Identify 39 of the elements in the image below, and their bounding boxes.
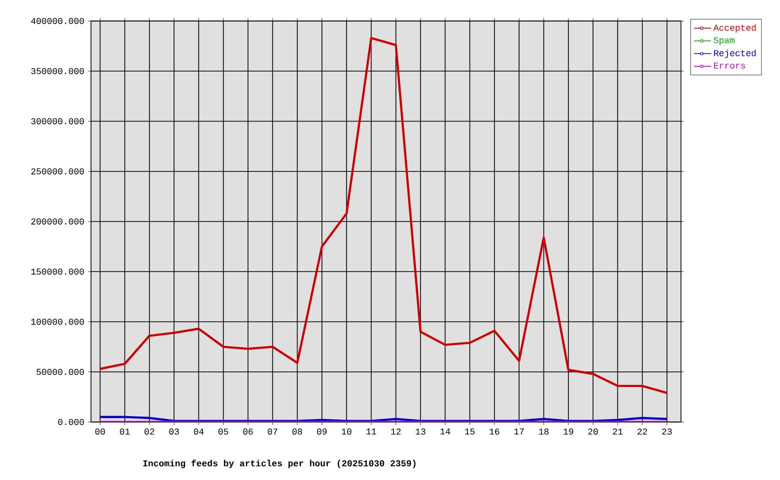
x-tick-label: 04 <box>194 428 204 435</box>
x-tick-label: 02 <box>144 428 154 435</box>
x-tick-label: 10 <box>342 428 352 435</box>
x-tick-label: 01 <box>120 428 130 435</box>
legend-label: Rejected <box>714 50 756 58</box>
x-tick-label: 05 <box>218 428 228 435</box>
text: Incoming feeds by articles per hour (20251030 2359) <box>143 460 416 468</box>
line-series <box>99 36 668 394</box>
x-tick-label: 11 <box>366 428 376 434</box>
y-tick-label: 150000.000 <box>31 268 84 275</box>
x-tick-label: 07 <box>268 428 278 435</box>
y-tick-label: 350000.000 <box>31 68 84 74</box>
y-tick-label: 0.000 <box>58 418 84 426</box>
x-tick-label: 21 <box>612 428 623 435</box>
legend-label: Accepted <box>713 24 756 33</box>
legend-label: Errors <box>714 62 745 69</box>
y-tick-label: 300000.000 <box>31 118 84 124</box>
x-tick-label: 08 <box>292 428 302 435</box>
x-tick-label: 16 <box>490 428 500 435</box>
x-tick-label: 09 <box>317 428 327 435</box>
x-tick-label: 13 <box>416 428 426 435</box>
x-tick-label: 12 <box>391 428 401 435</box>
x-tick-label: 20 <box>588 428 598 435</box>
x-tick-label: 19 <box>564 428 574 435</box>
x-tick-label: 00 <box>95 428 105 435</box>
x-tick-label: 06 <box>243 428 253 435</box>
x-tick-label: 03 <box>169 428 179 435</box>
y-tick-label: 200000.000 <box>31 218 84 225</box>
y-tick-label: 400000.000 <box>31 18 84 24</box>
y-tick-label: 50000.000 <box>36 368 84 375</box>
x-tick-label: 23 <box>662 428 672 435</box>
x-tick-label: 15 <box>465 428 475 435</box>
legend-label: Spam <box>714 37 735 46</box>
x-tick-label: 17 <box>514 428 524 434</box>
y-tick-label: 250000.000 <box>31 168 84 174</box>
x-tick-label: 18 <box>538 428 549 435</box>
x-tick-label: 14 <box>440 428 450 434</box>
y-tick-label: 100000.000 <box>31 318 84 325</box>
x-tick-label: 22 <box>638 428 648 435</box>
